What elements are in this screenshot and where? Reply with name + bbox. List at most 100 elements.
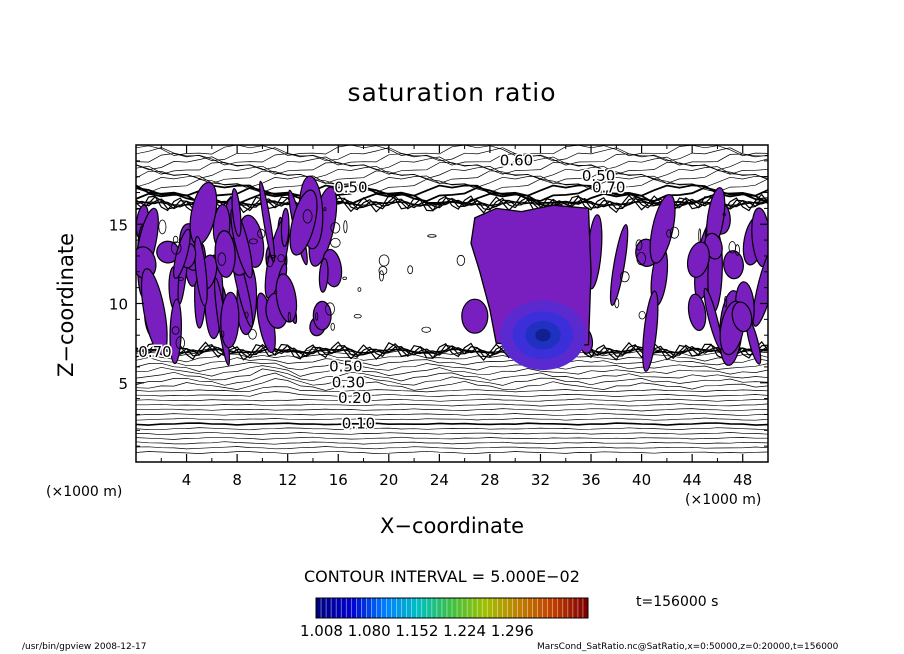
contour-line [136,422,768,426]
colorbar-cell [537,598,544,618]
colorbar-cell [361,598,367,618]
contour-line [136,446,768,450]
supersaturated-patch [280,207,290,247]
colorbar-cell [396,598,403,618]
contour-speck [277,254,285,263]
contour-speck [175,336,186,350]
supersaturated-patch [259,180,276,263]
contour-line [136,450,768,455]
colorbar-cell [371,598,377,618]
contour-speck [698,228,702,244]
contour-speck [378,254,390,267]
x-tick-label: 44 [683,471,702,489]
colorbar-cell [351,598,357,618]
contour-speck [177,277,184,281]
colorbar-frame [315,597,589,619]
contour-line [136,178,768,193]
contour-line [136,156,768,171]
contour-speck [343,220,348,234]
x-tick-label: 12 [278,471,297,489]
contour-line [136,436,768,440]
contour-speck [378,266,388,276]
contour-line [136,378,768,391]
x-tick-label: 24 [430,471,449,489]
colorbar-tick-labels: 1.008 1.080 1.152 1.224 1.296 [300,622,534,640]
contour-speck [619,271,630,283]
contour-speck [379,270,384,282]
colorbar-cell [512,598,518,618]
colorbar-cell [567,598,574,618]
contour-speck [456,254,466,266]
supersaturated-patch [194,236,208,307]
colorbar-cell [467,598,473,618]
contour-line [136,391,768,398]
x-tick-label: 20 [379,471,398,489]
colorbar-cell [336,598,342,618]
contour-speck [158,219,167,235]
contour-speck [722,212,726,217]
x-tick-label: 4 [182,471,192,489]
x-tick-label: 8 [232,471,242,489]
contour-speck [325,302,335,316]
contour-line [136,441,768,445]
contour-speck [302,209,313,224]
contour-speck [266,255,274,268]
supersaturated-patch [289,189,318,256]
contour-label: 0.70 [592,178,625,196]
contour-speck [330,222,341,234]
contour-line [136,365,768,377]
contour-speck [330,238,341,248]
colorbar-cell [562,598,569,618]
colorbar-cell [321,598,327,618]
contour-line [136,153,768,166]
contour-line [136,186,768,203]
supersaturated-patch [214,230,236,278]
contour-line [136,431,768,436]
colorbar-cell [446,598,453,618]
contour-speck [357,287,362,292]
contour-speck [257,228,266,239]
max-saturation-core [535,328,551,342]
contour-speck [421,326,432,333]
colorbar-cell [316,598,322,618]
colorbar-cell [472,598,478,618]
contour-speck [217,252,227,266]
contour-interval-label: CONTOUR INTERVAL = 5.000E−02 [304,567,580,586]
colorbar-cell [547,598,554,618]
contour-speck [330,322,335,331]
contour-speck [270,254,277,259]
colorbar-cell [366,598,372,618]
colorbar-cell [406,598,413,618]
supersaturated-patch [220,291,240,349]
colorbar-cell [426,598,433,618]
colorbar-cell [522,598,529,618]
colorbar-cell [401,598,408,618]
contour-speck [248,238,258,245]
supersaturated-patch [173,228,191,279]
contour-speck [170,241,182,255]
contour-speck [636,252,646,266]
colorbar-cell [477,598,483,618]
contour-label: 0.10 [342,415,375,433]
contour-label: 0.70 [138,343,171,361]
contour-speck [724,295,728,308]
contour-line [136,368,768,382]
contour-line [136,417,768,421]
colorbar-cell [542,598,549,618]
contour-speck [287,311,291,322]
supersaturated-patch [231,188,242,237]
supersaturated-patch [686,241,710,278]
contour-speck [638,311,646,320]
contour-speck [407,265,414,275]
colorbar-cell [386,598,393,618]
colorbar-cell [331,598,337,618]
x-tick-label: 36 [581,471,600,489]
supersaturated-patch [731,301,753,333]
supersaturated-patch [723,250,744,280]
colorbar-cell [391,598,398,618]
colorbar-cell [381,598,388,618]
x-tick-label: 48 [733,471,752,489]
colorbar-cell [532,598,539,618]
colorbar-cell [431,598,438,618]
colorbar-cell [497,598,503,618]
